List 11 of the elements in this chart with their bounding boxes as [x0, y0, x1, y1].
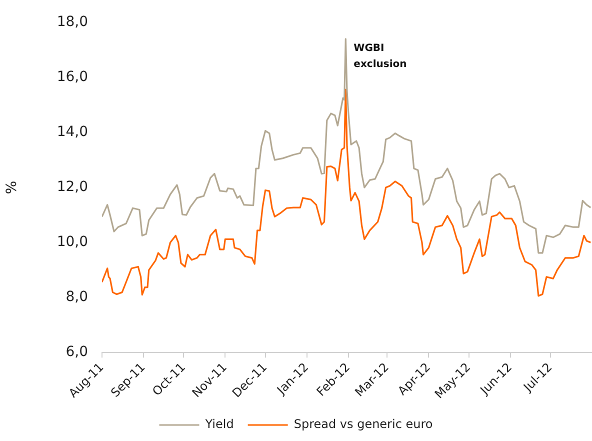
legend-label: Yield — [204, 417, 234, 432]
annotation: WGBI exclusion — [354, 42, 407, 70]
y-tick-label: 6,0 — [66, 344, 88, 360]
y-axis-title: % — [4, 180, 20, 194]
y-tick-label: 12,0 — [56, 179, 88, 196]
legend-label: Spread vs generic euro — [294, 417, 433, 432]
y-tick-label: 8,0 — [66, 289, 88, 306]
y-tick-label: 14,0 — [56, 124, 88, 140]
y-tick-label: 18,0 — [56, 14, 88, 30]
y-tick-label: 16,0 — [56, 69, 88, 86]
y-tick-label: 10,0 — [56, 234, 88, 250]
